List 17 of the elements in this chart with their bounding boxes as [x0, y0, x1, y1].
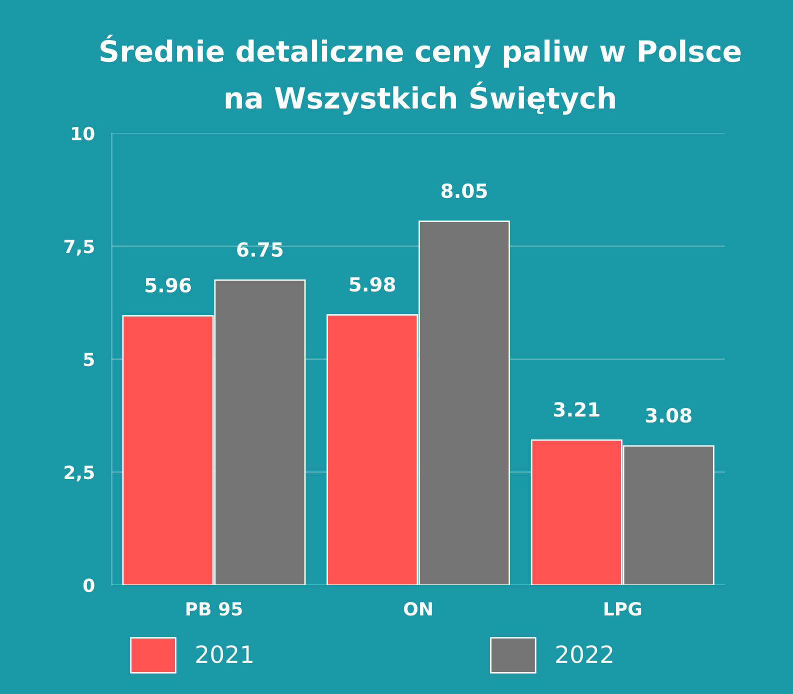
legend-label: 2022 [556, 645, 612, 664]
x-tick-label: LPG [604, 602, 642, 616]
y-tick-label: 0 [83, 578, 94, 592]
y-tick-label: 2,5 [64, 466, 94, 482]
x-tick-label: PB 95 [186, 602, 242, 616]
data-label: 6.75 [237, 242, 283, 257]
data-label: 8.05 [441, 183, 487, 198]
legend-label: 2021 [196, 645, 252, 664]
data-label: 3.08 [646, 408, 692, 423]
x-tick-label: ON [404, 602, 432, 616]
chart-title: Średnie detaliczne ceny paliw w Polsce na Wszystkich Świętych [100, 34, 741, 115]
y-tick-label: 10 [72, 126, 94, 140]
data-label: 5.98 [350, 276, 396, 292]
y-tick-label: 7,5 [64, 240, 94, 256]
data-label: 3.21 [554, 402, 600, 417]
data-label: 5.96 [146, 278, 191, 293]
y-tick-label: 5 [84, 352, 94, 366]
